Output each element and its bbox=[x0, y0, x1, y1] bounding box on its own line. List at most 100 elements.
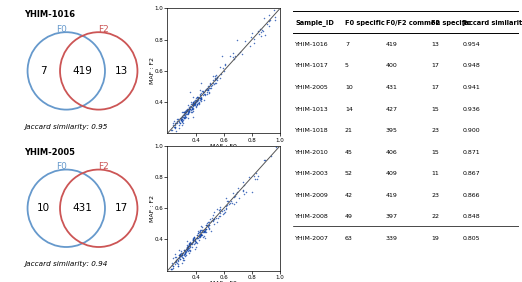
Point bbox=[171, 126, 179, 130]
Point bbox=[209, 73, 217, 78]
Point bbox=[271, 15, 279, 19]
Point bbox=[186, 244, 194, 248]
Point bbox=[192, 104, 200, 109]
Point bbox=[193, 95, 201, 99]
Point bbox=[182, 110, 191, 114]
Point bbox=[195, 100, 203, 104]
Point bbox=[197, 231, 205, 236]
Point bbox=[210, 77, 219, 82]
Point bbox=[167, 267, 175, 271]
Point bbox=[265, 19, 274, 24]
Point bbox=[210, 221, 219, 226]
Point bbox=[179, 114, 187, 118]
Point bbox=[179, 115, 187, 120]
Point bbox=[171, 125, 179, 129]
Point bbox=[185, 107, 194, 112]
Point bbox=[225, 202, 233, 206]
Point bbox=[175, 255, 184, 259]
Point bbox=[196, 234, 205, 238]
Point bbox=[185, 247, 193, 252]
Point bbox=[204, 87, 212, 92]
Point bbox=[194, 231, 203, 235]
Point bbox=[184, 116, 192, 120]
Point bbox=[174, 262, 182, 266]
Point bbox=[181, 116, 189, 120]
Point bbox=[214, 216, 222, 221]
Point bbox=[190, 234, 198, 239]
Point bbox=[187, 102, 195, 107]
Point bbox=[177, 120, 186, 125]
Point bbox=[239, 180, 247, 184]
Point bbox=[196, 96, 205, 100]
Point bbox=[205, 225, 213, 230]
Text: 22: 22 bbox=[431, 214, 439, 219]
Point bbox=[192, 100, 200, 104]
Point bbox=[172, 120, 181, 125]
Point bbox=[191, 247, 199, 251]
Point bbox=[211, 76, 219, 80]
Point bbox=[188, 241, 196, 245]
Text: F2: F2 bbox=[98, 162, 109, 171]
Point bbox=[194, 101, 202, 106]
Text: 10: 10 bbox=[345, 85, 353, 90]
Point bbox=[170, 119, 179, 124]
Text: 0.805: 0.805 bbox=[463, 235, 480, 241]
Point bbox=[196, 96, 204, 100]
Point bbox=[184, 248, 193, 253]
Point bbox=[181, 114, 189, 119]
Point bbox=[191, 241, 199, 245]
Point bbox=[185, 107, 194, 112]
Point bbox=[256, 27, 264, 31]
Point bbox=[195, 235, 204, 240]
Point bbox=[224, 199, 233, 203]
Point bbox=[192, 244, 200, 249]
Point bbox=[193, 232, 201, 237]
Point bbox=[171, 260, 179, 264]
Point bbox=[176, 121, 185, 125]
Point bbox=[205, 222, 213, 227]
Point bbox=[193, 241, 201, 245]
Point bbox=[180, 116, 188, 120]
Point bbox=[175, 251, 184, 256]
Point bbox=[182, 107, 191, 111]
Point bbox=[197, 81, 205, 85]
Point bbox=[235, 49, 244, 54]
Point bbox=[191, 100, 199, 104]
Point bbox=[188, 107, 197, 111]
Point bbox=[175, 256, 183, 261]
Point bbox=[230, 195, 238, 199]
Point bbox=[263, 22, 271, 27]
Point bbox=[171, 255, 179, 259]
Point bbox=[183, 108, 191, 113]
Point bbox=[194, 102, 203, 106]
Point bbox=[193, 98, 201, 103]
Text: 419: 419 bbox=[386, 193, 398, 197]
Point bbox=[187, 105, 195, 109]
Point bbox=[195, 237, 203, 242]
Point bbox=[196, 230, 205, 234]
Point bbox=[270, 8, 279, 12]
Point bbox=[185, 105, 193, 109]
Point bbox=[203, 221, 211, 225]
Point bbox=[183, 245, 192, 250]
Point bbox=[213, 75, 222, 79]
Point bbox=[216, 205, 224, 210]
Point bbox=[184, 102, 192, 107]
Text: 7: 7 bbox=[345, 42, 349, 47]
Point bbox=[168, 128, 176, 133]
Y-axis label: MAF : F2: MAF : F2 bbox=[149, 58, 155, 84]
Point bbox=[183, 109, 192, 113]
Point bbox=[216, 65, 224, 69]
Point bbox=[199, 98, 208, 102]
Point bbox=[193, 102, 201, 107]
Point bbox=[183, 245, 192, 250]
Point bbox=[188, 237, 197, 242]
Point bbox=[184, 108, 193, 113]
Text: YHIM-2009: YHIM-2009 bbox=[295, 193, 329, 197]
Point bbox=[210, 82, 218, 86]
Point bbox=[256, 34, 265, 38]
Point bbox=[187, 110, 196, 114]
Point bbox=[216, 76, 224, 80]
Point bbox=[176, 118, 185, 122]
Point bbox=[185, 242, 193, 246]
